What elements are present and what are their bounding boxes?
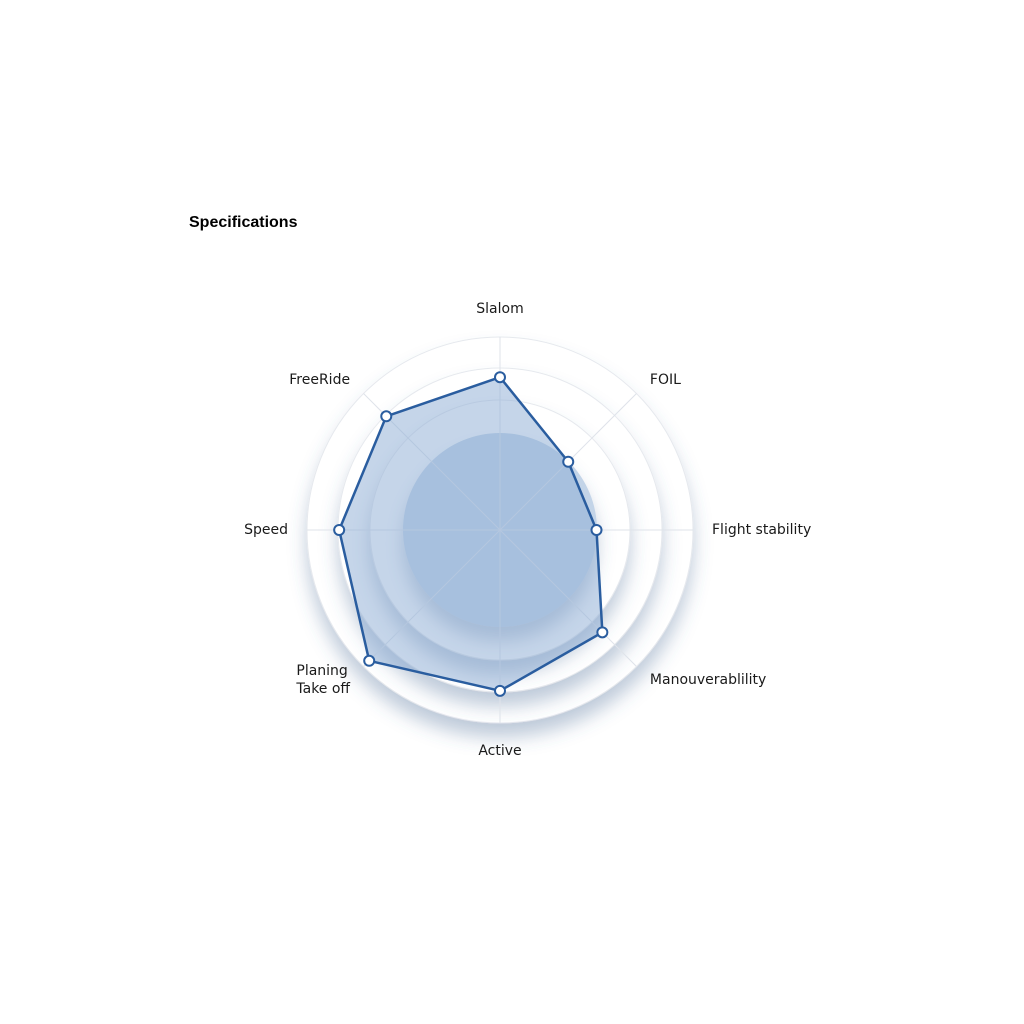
data-point <box>380 410 393 423</box>
axis-label: Active <box>478 743 522 759</box>
data-point <box>494 684 506 697</box>
data-point <box>494 371 506 384</box>
data-point <box>596 626 609 639</box>
axis-label: Slalom <box>476 301 524 317</box>
axis-label: Planing Take off <box>296 662 351 697</box>
axis-label: Manouverablility <box>649 671 767 688</box>
chart-title: Specifications <box>189 214 298 231</box>
data-point <box>363 654 376 667</box>
axis-label: Speed <box>244 522 288 538</box>
axis-label: FreeRide <box>289 372 351 389</box>
data-point <box>562 455 575 468</box>
axis-label: Flight stability <box>712 522 812 538</box>
axis-label: FOIL <box>649 372 681 389</box>
plot <box>333 371 609 697</box>
data-point <box>590 524 603 536</box>
data-point <box>333 524 346 536</box>
